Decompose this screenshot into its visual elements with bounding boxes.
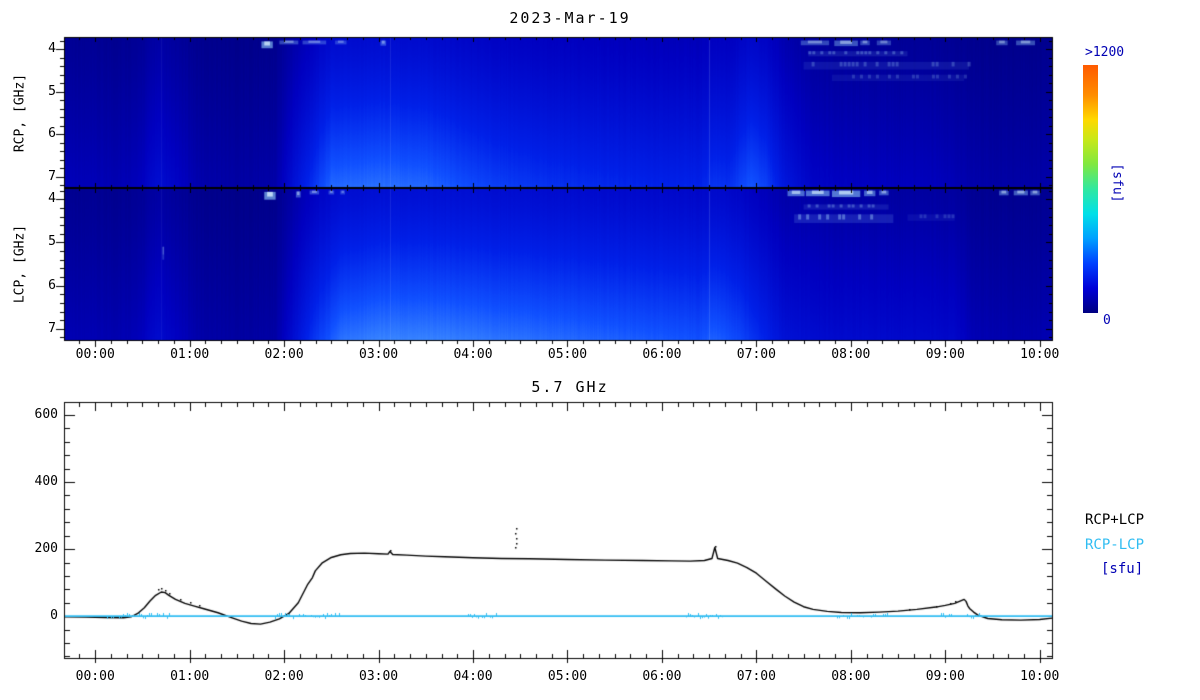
time-tick-label: 04:00 xyxy=(453,347,493,362)
time-tick-label: 00:00 xyxy=(75,347,115,362)
colorbar-unit-label: [sfu] xyxy=(1109,163,1125,203)
time-tick-label: 10:00 xyxy=(1020,347,1060,362)
time-tick-label: 01:00 xyxy=(170,669,210,684)
time-tick-label: 08:00 xyxy=(831,669,871,684)
freq-tick-label: 6 xyxy=(48,277,56,293)
flux-tick-label: 200 xyxy=(34,541,58,557)
time-tick-label: 05:00 xyxy=(547,347,588,362)
freq-tick-label: 6 xyxy=(48,126,56,142)
time-tick-label: 07:00 xyxy=(736,669,776,684)
time-tick-label: 08:00 xyxy=(831,347,871,362)
time-tick-label: 09:00 xyxy=(925,669,965,684)
legend-rcp-plus-lcp: RCP+LCP xyxy=(1085,512,1145,528)
colorbar xyxy=(1083,65,1098,313)
legend-unit-label: [sfu] xyxy=(1101,561,1144,577)
time-tick-label: 02:00 xyxy=(264,669,304,684)
freq-tick-label: 4 xyxy=(48,191,56,207)
flux-tick-label: 600 xyxy=(34,407,58,423)
rcp-axis-label: RCP, [GHz] xyxy=(12,73,28,153)
time-tick-label: 10:00 xyxy=(1020,669,1060,684)
time-tick-label: 07:00 xyxy=(736,347,776,362)
time-tick-label: 04:00 xyxy=(453,669,493,684)
time-tick-label: 01:00 xyxy=(170,347,210,362)
time-tick-label: 06:00 xyxy=(642,669,682,684)
flux-tick-label: 400 xyxy=(34,474,58,490)
legend-rcp-minus-lcp: RCP-LCP xyxy=(1085,537,1145,553)
lightcurve-title: 5.7 GHz xyxy=(531,378,609,396)
freq-tick-label: 7 xyxy=(48,320,56,336)
time-tick-label: 03:00 xyxy=(358,347,399,362)
time-tick-label: 06:00 xyxy=(642,347,682,362)
freq-tick-label: 5 xyxy=(48,83,56,99)
flux-tick-label: 0 xyxy=(50,608,58,624)
freq-tick-label: 4 xyxy=(48,41,56,57)
lcp-axis-label: LCP, [GHz] xyxy=(12,224,28,304)
time-tick-label: 02:00 xyxy=(264,347,304,362)
time-tick-label: 09:00 xyxy=(925,347,965,362)
time-tick-label: 00:00 xyxy=(75,669,115,684)
colorbar-min-label: 0 xyxy=(1103,313,1111,328)
time-tick-label: 05:00 xyxy=(547,669,588,684)
time-tick-label: 03:00 xyxy=(358,669,399,684)
spectrogram-title: 2023-Mar-19 xyxy=(509,9,631,27)
freq-tick-label: 5 xyxy=(48,234,56,250)
freq-tick-label: 7 xyxy=(48,168,56,184)
colorbar-max-label: >1200 xyxy=(1085,45,1125,60)
